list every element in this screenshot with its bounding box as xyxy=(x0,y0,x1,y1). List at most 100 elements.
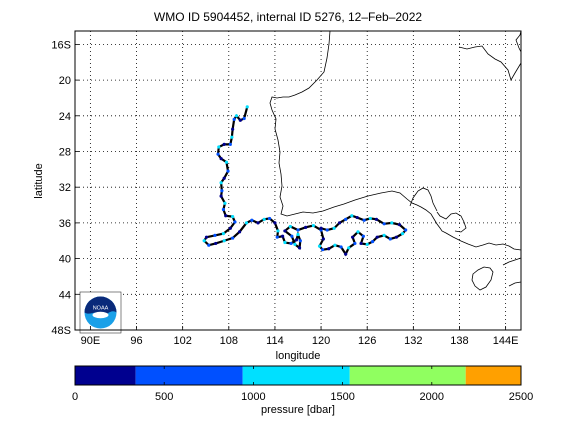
x-tick-label: 102 xyxy=(173,335,191,347)
profile-point xyxy=(321,248,325,252)
profile-point xyxy=(213,233,217,237)
colorbar-frame xyxy=(74,365,522,386)
profile-point xyxy=(245,105,249,109)
profile-point xyxy=(356,230,360,234)
profile-point xyxy=(234,114,239,118)
y-axis: 16S 20 24 28 32 36 40 44 48S xyxy=(51,39,79,337)
profile-point xyxy=(400,232,405,236)
profile-point xyxy=(232,117,236,121)
profile-point xyxy=(293,242,297,246)
profile-point xyxy=(337,221,342,225)
profile-point xyxy=(390,221,394,225)
x-tick-label: 132 xyxy=(404,335,422,347)
profile-point xyxy=(228,142,232,146)
y-tick-label: 24 xyxy=(59,111,71,123)
x-tick-label: 144E xyxy=(493,335,519,347)
profile-point xyxy=(207,243,211,247)
profile-point xyxy=(231,215,235,219)
profile-point xyxy=(388,237,392,241)
profile-point xyxy=(216,152,220,156)
x-axis-label: longitude xyxy=(276,350,321,362)
x-tick-label: 108 xyxy=(220,335,238,347)
profile-point xyxy=(223,201,227,205)
colorbar-tick-label: 500 xyxy=(155,391,173,403)
profile-point xyxy=(397,223,402,227)
profile-point xyxy=(288,224,292,229)
profile-point xyxy=(333,243,337,247)
colorbar-tick-label: 1000 xyxy=(241,391,265,403)
profile-point xyxy=(204,235,209,239)
y-tick-label: 44 xyxy=(59,289,71,301)
pressure-colorbar xyxy=(74,365,522,386)
profile-point xyxy=(283,240,287,245)
profile-point xyxy=(217,145,221,149)
profile-point xyxy=(362,218,366,222)
profile-point xyxy=(294,238,299,242)
x-tick-label: 138 xyxy=(450,335,468,347)
x-tick-label: 114 xyxy=(266,335,284,347)
profile-point xyxy=(267,216,272,221)
colorbar-segment xyxy=(135,366,243,385)
y-tick-label: 16S xyxy=(51,39,71,51)
profile-point xyxy=(281,234,285,238)
profile-point xyxy=(344,252,348,256)
logo-text: NOAA xyxy=(93,306,109,312)
profile-point xyxy=(374,217,379,221)
chart-title: WMO ID 5904452, internal ID 5276, 12–Feb… xyxy=(153,10,423,24)
profile-point xyxy=(339,245,343,249)
x-tick-label: 126 xyxy=(358,335,376,347)
profile-point xyxy=(222,176,226,180)
colorbar-tick-label: 1500 xyxy=(330,391,354,403)
map-plot-area: NOAA xyxy=(74,30,522,334)
y-axis-label: latitude xyxy=(33,163,45,198)
profile-point xyxy=(344,217,348,221)
y-tick-label: 28 xyxy=(59,146,71,158)
profile-point xyxy=(350,214,354,218)
profile-point xyxy=(230,135,234,139)
x-axis: 90E 96 102 108 114 120 126 132 138 144E xyxy=(81,326,519,347)
y-tick-label: 48S xyxy=(51,325,71,337)
profile-point xyxy=(296,232,300,237)
profile-point xyxy=(382,222,386,226)
x-tick-label: 120 xyxy=(312,335,330,347)
profile-point xyxy=(222,239,226,243)
profile-point xyxy=(394,235,399,239)
y-tick-label: 36 xyxy=(59,218,71,230)
profile-point xyxy=(382,233,386,237)
profile-point xyxy=(275,235,279,239)
profile-point xyxy=(228,226,232,230)
colorbar-segment xyxy=(242,366,350,385)
profile-point xyxy=(317,244,322,248)
profile-point xyxy=(365,242,369,246)
profile-point xyxy=(297,246,302,250)
profile-point xyxy=(327,247,331,251)
profile-point xyxy=(283,229,287,233)
profile-point xyxy=(332,226,336,230)
profile-point xyxy=(273,221,277,225)
profile-point xyxy=(289,241,293,246)
profile-point xyxy=(353,241,357,246)
colorbar-tick-label: 2000 xyxy=(420,391,444,403)
profile-point xyxy=(325,228,329,232)
profile-point xyxy=(214,241,218,246)
profile-point xyxy=(347,246,351,250)
profile-point xyxy=(359,241,363,246)
profile-point xyxy=(237,230,242,234)
colorbar-segment xyxy=(75,366,136,385)
profile-point xyxy=(304,225,308,229)
profile-point xyxy=(226,169,230,173)
profile-point xyxy=(375,235,379,239)
profile-point xyxy=(222,142,226,146)
profile-point xyxy=(355,215,359,220)
profile-point xyxy=(370,240,375,244)
profile-point xyxy=(224,214,228,218)
y-tick-label: 32 xyxy=(59,182,71,194)
profile-point xyxy=(220,189,224,193)
profile-point xyxy=(290,234,294,238)
profile-point xyxy=(219,157,223,161)
profile-point xyxy=(311,223,315,228)
profile-point xyxy=(221,207,226,212)
colorbar-tick-label: 2500 xyxy=(509,391,533,403)
profile-point xyxy=(202,239,206,243)
